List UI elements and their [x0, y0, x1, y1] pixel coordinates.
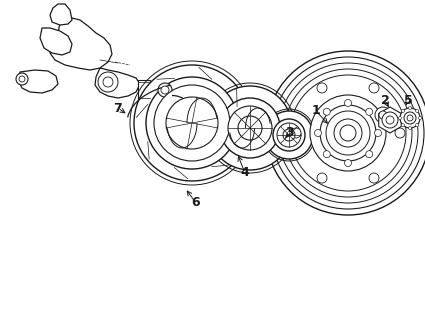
Text: 3: 3 — [286, 127, 294, 140]
Circle shape — [320, 105, 376, 161]
Circle shape — [374, 129, 382, 136]
Circle shape — [154, 85, 230, 161]
Circle shape — [400, 108, 420, 128]
Polygon shape — [40, 28, 72, 55]
Circle shape — [266, 51, 425, 215]
Circle shape — [379, 111, 387, 119]
Circle shape — [166, 97, 218, 149]
Circle shape — [407, 115, 413, 121]
Circle shape — [345, 160, 351, 167]
Circle shape — [98, 72, 118, 92]
Text: 5: 5 — [404, 93, 412, 107]
Circle shape — [146, 77, 238, 169]
Circle shape — [19, 76, 25, 82]
Polygon shape — [50, 4, 72, 25]
Circle shape — [416, 124, 419, 127]
Circle shape — [158, 83, 172, 97]
Circle shape — [326, 111, 370, 155]
Text: 7: 7 — [113, 101, 122, 114]
Circle shape — [238, 116, 262, 140]
Circle shape — [366, 108, 373, 115]
Circle shape — [314, 129, 321, 136]
Circle shape — [404, 112, 416, 124]
Circle shape — [103, 77, 113, 87]
Polygon shape — [150, 83, 162, 97]
Circle shape — [345, 100, 351, 107]
Circle shape — [402, 109, 405, 113]
Circle shape — [161, 86, 169, 94]
Circle shape — [399, 116, 402, 120]
Polygon shape — [186, 88, 194, 92]
Circle shape — [416, 109, 419, 113]
Polygon shape — [379, 107, 401, 133]
Text: 1: 1 — [312, 105, 320, 117]
Circle shape — [317, 173, 327, 183]
Circle shape — [291, 128, 301, 138]
Circle shape — [220, 98, 280, 158]
Circle shape — [340, 125, 356, 141]
Circle shape — [16, 73, 28, 85]
Circle shape — [310, 95, 386, 171]
Circle shape — [366, 151, 373, 158]
Circle shape — [395, 128, 405, 138]
Polygon shape — [50, 18, 112, 70]
Circle shape — [386, 116, 394, 124]
Circle shape — [323, 151, 330, 158]
Circle shape — [369, 83, 379, 93]
Circle shape — [402, 124, 405, 127]
Circle shape — [419, 116, 422, 120]
Circle shape — [208, 86, 292, 170]
Circle shape — [408, 127, 411, 129]
Circle shape — [382, 112, 398, 128]
Circle shape — [273, 119, 305, 151]
Text: 2: 2 — [381, 93, 389, 107]
Circle shape — [265, 111, 313, 159]
Circle shape — [228, 106, 272, 150]
Circle shape — [134, 65, 250, 181]
Polygon shape — [95, 68, 140, 98]
Circle shape — [375, 107, 391, 123]
Circle shape — [369, 173, 379, 183]
Circle shape — [283, 129, 295, 141]
Text: 6: 6 — [192, 197, 200, 210]
Circle shape — [408, 107, 411, 109]
Polygon shape — [175, 87, 186, 93]
Text: 4: 4 — [241, 167, 249, 179]
Circle shape — [277, 123, 301, 147]
Circle shape — [317, 83, 327, 93]
Circle shape — [323, 108, 330, 115]
Polygon shape — [18, 70, 58, 93]
Polygon shape — [162, 85, 175, 95]
Polygon shape — [138, 80, 150, 100]
Circle shape — [334, 119, 362, 147]
